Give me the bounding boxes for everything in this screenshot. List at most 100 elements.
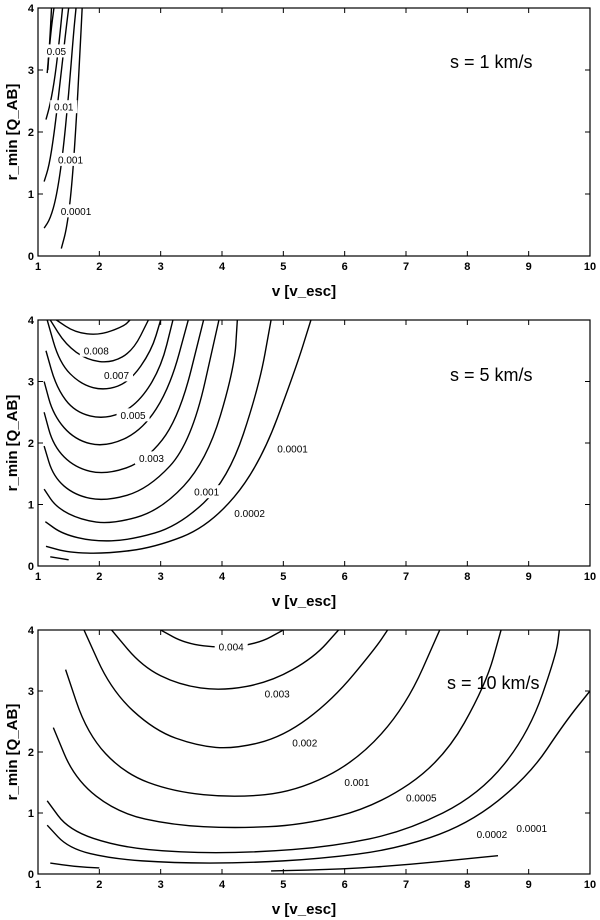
- x-tick-label: 10: [584, 261, 596, 273]
- x-axis-label: v [v_esc]: [272, 901, 336, 918]
- contour-lines: [46, 630, 590, 872]
- speed-annotation: s = 1 km/s: [450, 52, 533, 72]
- contour-label: 0.002: [292, 738, 317, 749]
- plot-frame: [37, 7, 591, 257]
- x-tick-label: 6: [342, 261, 348, 273]
- y-tick-label: 0: [28, 561, 34, 573]
- contour-label: 0.01: [54, 103, 74, 114]
- contour-line: [45, 320, 312, 554]
- y-tick-label: 4: [28, 315, 35, 327]
- x-tick-label: 3: [158, 571, 164, 583]
- contour-label-bg: [50, 100, 78, 114]
- contour-line: [43, 320, 220, 501]
- y-tick-label: 3: [28, 686, 34, 698]
- y-axis-label: r_min [Q_AB]: [4, 84, 21, 181]
- x-axis-label: v [v_esc]: [272, 593, 336, 610]
- contour-label: 0.005: [121, 411, 146, 422]
- contour-label: 0.004: [219, 643, 244, 654]
- contour-label: 0.001: [58, 155, 83, 166]
- contour-label-bg: [340, 775, 374, 789]
- x-tick-label: 2: [96, 261, 102, 273]
- y-axis-label: r_min [Q_AB]: [4, 395, 21, 492]
- x-tick-label: 3: [158, 261, 164, 273]
- contour-line: [271, 855, 499, 872]
- y-tick-label: 2: [28, 127, 34, 139]
- x-tick-label: 7: [403, 571, 409, 583]
- y-tick-label: 4: [28, 625, 35, 637]
- contour-line: [45, 8, 64, 120]
- x-tick-label: 6: [342, 879, 348, 891]
- x-tick-label: 5: [280, 879, 286, 891]
- contour-line: [46, 320, 162, 390]
- contour-line: [45, 320, 174, 418]
- x-tick-label: 9: [526, 261, 532, 273]
- x-tick-label: 5: [280, 571, 286, 583]
- y-axis-label: r_min [Q_AB]: [4, 704, 21, 801]
- x-tick-label: 5: [280, 261, 286, 273]
- contour-label-bg: [100, 368, 134, 382]
- contour-label-bg: [79, 343, 113, 357]
- contour-label: 0.05: [47, 47, 67, 58]
- x-tick-label: 4: [219, 571, 226, 583]
- x-tick-label: 4: [219, 879, 226, 891]
- contour-line: [46, 690, 590, 864]
- contour-label-bg: [472, 827, 512, 841]
- y-tick-label: 2: [28, 747, 34, 759]
- x-tick-label: 9: [526, 879, 532, 891]
- x-tick-label: 10: [584, 879, 596, 891]
- x-tick-label: 8: [464, 261, 470, 273]
- contour-line: [56, 320, 131, 335]
- y-tick-label: 1: [28, 808, 34, 820]
- x-tick-label: 10: [584, 571, 596, 583]
- contour-label: 0.0001: [516, 824, 547, 835]
- contour-label-bg: [190, 485, 224, 499]
- contour-line: [43, 320, 189, 446]
- contour-label: 0.0002: [477, 830, 508, 841]
- contour-line: [43, 320, 205, 474]
- x-tick-label: 4: [219, 261, 226, 273]
- contour-label-bg: [401, 790, 441, 804]
- x-tick-label: 9: [526, 571, 532, 583]
- contour-label-bg: [273, 442, 312, 456]
- contour-line: [111, 630, 340, 690]
- contour-label: 0.008: [84, 346, 109, 357]
- contour-label-bg: [288, 735, 322, 749]
- x-tick-label: 6: [342, 571, 348, 583]
- contour-line: [44, 320, 272, 542]
- y-tick-label: 2: [28, 438, 34, 450]
- x-tick-label: 3: [158, 879, 164, 891]
- contour-label: 0.003: [139, 454, 164, 465]
- x-tick-label: 2: [96, 879, 102, 891]
- y-tick-label: 3: [28, 65, 34, 77]
- contour-label-bg: [116, 408, 150, 422]
- contour-label-bg: [260, 687, 294, 701]
- x-tick-label: 7: [403, 261, 409, 273]
- x-tick-label: 1: [35, 261, 41, 273]
- contour-line: [50, 862, 100, 869]
- contour-label: 0.001: [344, 778, 369, 789]
- x-tick-label: 8: [464, 879, 470, 891]
- contour-line: [46, 630, 561, 854]
- contour-line: [52, 630, 502, 829]
- y-tick-label: 3: [28, 377, 34, 389]
- contour-label: 0.0001: [61, 207, 92, 218]
- contour-label-bg: [56, 204, 96, 218]
- plot-frame: [37, 319, 591, 567]
- y-tick-label: 0: [28, 869, 34, 881]
- contour-label: 0.0001: [277, 445, 308, 456]
- x-tick-label: 2: [96, 571, 102, 583]
- contour-label: 0.0002: [234, 509, 265, 520]
- contour-label: 0.001: [194, 488, 219, 499]
- x-tick-label: 1: [35, 571, 41, 583]
- contour-line: [50, 556, 69, 561]
- contour-label: 0.007: [104, 371, 129, 382]
- x-tick-label: 8: [464, 571, 470, 583]
- x-tick-label: 7: [403, 879, 409, 891]
- contour-label-bg: [54, 152, 88, 166]
- x-tick-label: 1: [35, 879, 41, 891]
- contour-label: 0.003: [265, 690, 290, 701]
